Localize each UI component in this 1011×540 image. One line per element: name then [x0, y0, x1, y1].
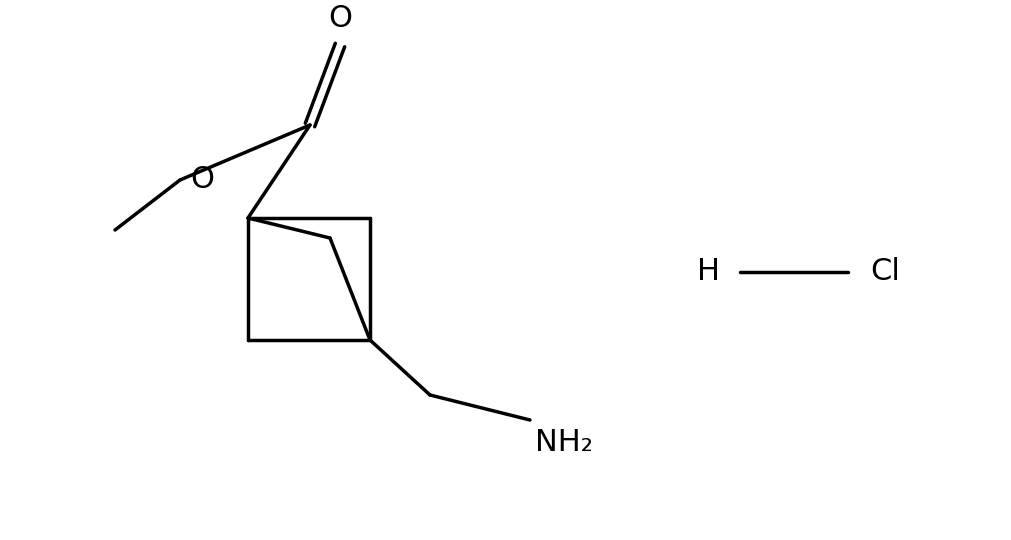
- Text: Cl: Cl: [869, 258, 899, 287]
- Text: O: O: [328, 4, 352, 33]
- Text: O: O: [190, 165, 213, 194]
- Text: NH₂: NH₂: [535, 428, 592, 457]
- Text: H: H: [697, 258, 719, 287]
